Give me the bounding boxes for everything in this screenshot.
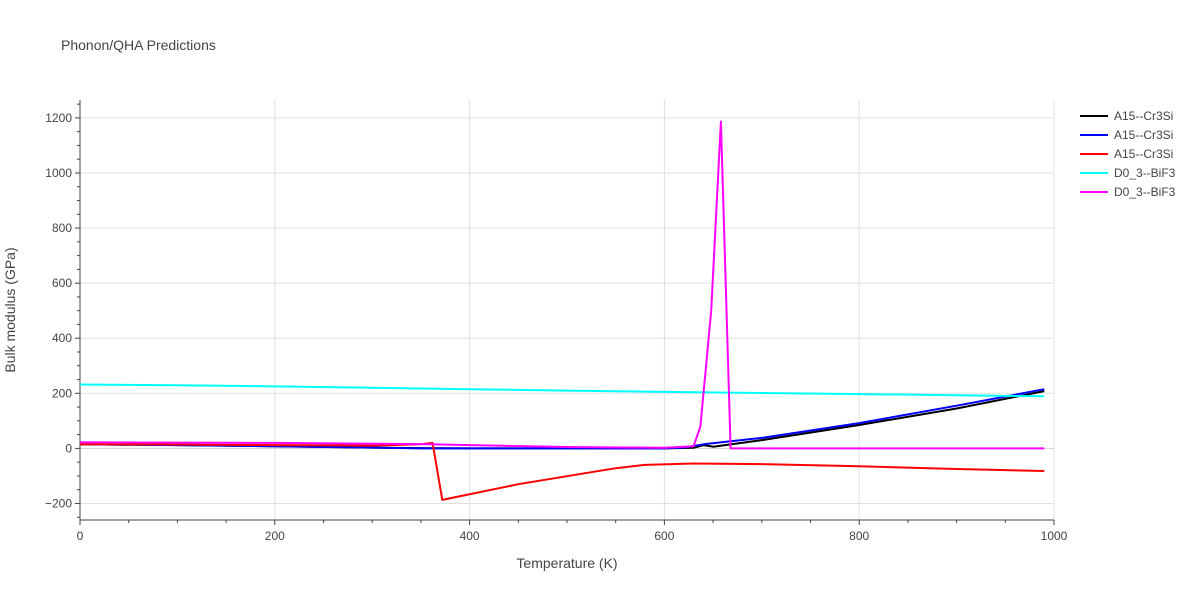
y-tick-label: 1000 (45, 166, 72, 180)
y-tick-label: 600 (52, 276, 72, 290)
x-tick-label: 400 (460, 529, 480, 543)
axes (75, 100, 1055, 525)
chart-title: Phonon/QHA Predictions (61, 37, 216, 53)
series-line-1 (79, 390, 1045, 450)
series-line-4 (79, 383, 1045, 398)
y-axis-title: Bulk modulus (GPa) (2, 247, 18, 372)
legend-label: D0_3--BiF3 (1114, 166, 1176, 180)
legend-item-4[interactable]: D0_3--BiF3 (1080, 166, 1176, 180)
y-tick-labels: −200 0 200 400 600 800 1000 1200 (45, 111, 72, 511)
x-tick-labels: 0 200 400 600 800 1000 (77, 529, 1068, 543)
y-tick-label: 0 (65, 441, 72, 455)
y-tick-label: 800 (52, 221, 72, 235)
x-tick-label: 200 (265, 529, 285, 543)
series-line-5 (79, 120, 1045, 450)
legend-label: A15--Cr3Si (1114, 109, 1173, 123)
x-tick-label: 800 (849, 529, 869, 543)
plot-area (79, 120, 1045, 501)
series-line-3 (79, 441, 1045, 501)
x-tick-label: 600 (654, 529, 674, 543)
y-tick-label: 200 (52, 386, 72, 400)
y-tick-label: −200 (45, 496, 72, 510)
x-tick-label: 0 (77, 529, 84, 543)
x-axis-title: Temperature (K) (516, 555, 617, 571)
legend-item-5[interactable]: D0_3--BiF3 (1080, 185, 1176, 199)
grid (80, 100, 1055, 520)
legend-label: A15--Cr3Si (1114, 128, 1173, 142)
legend-item-1[interactable]: A15--Cr3Si (1080, 109, 1173, 123)
legend-label: A15--Cr3Si (1114, 147, 1173, 161)
legend-item-3[interactable]: A15--Cr3Si (1080, 147, 1173, 161)
y-tick-label: 400 (52, 331, 72, 345)
legend[interactable]: A15--Cr3Si A15--Cr3Si A15--Cr3Si D0_3--BiF3… (1080, 109, 1176, 199)
legend-item-2[interactable]: A15--Cr3Si (1080, 128, 1173, 142)
x-tick-label: 1000 (1041, 529, 1068, 543)
legend-label: D0_3--BiF3 (1114, 185, 1176, 199)
y-tick-label: 1200 (45, 111, 72, 125)
